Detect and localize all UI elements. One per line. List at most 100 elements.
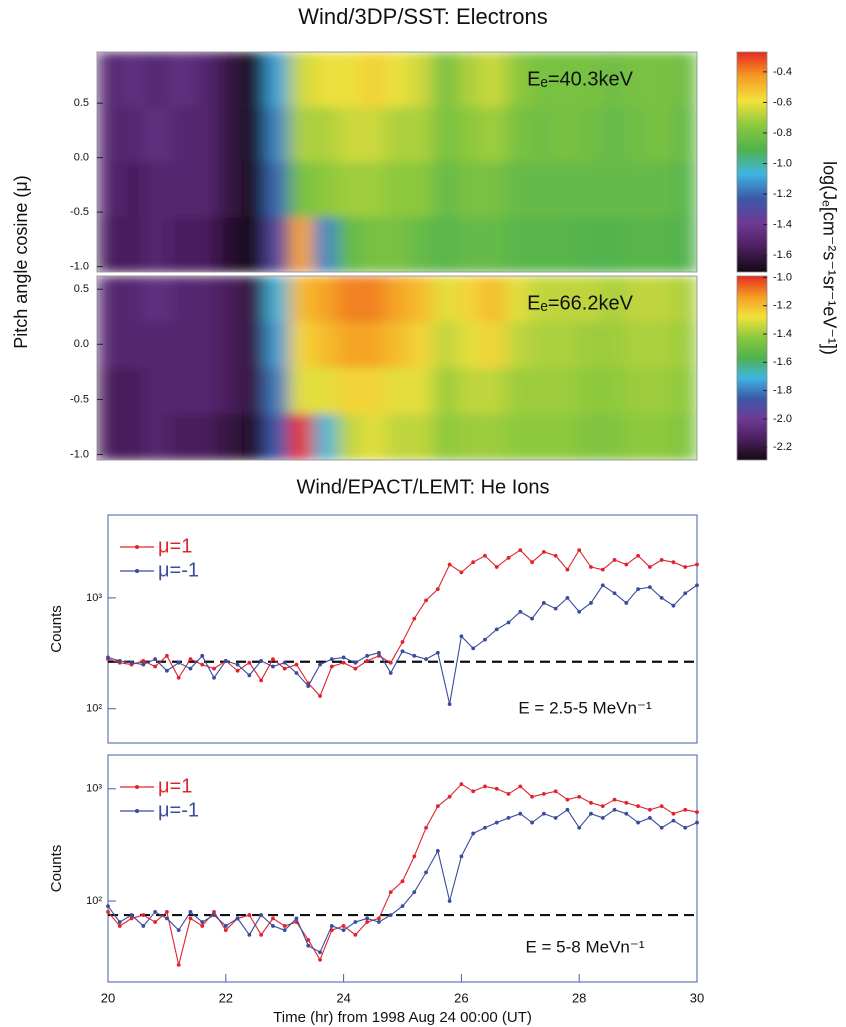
- heatmap-cell: [169, 414, 194, 460]
- data-point: [294, 662, 299, 667]
- heatmap-cell: [385, 107, 410, 163]
- data-point: [541, 550, 546, 554]
- heatmap-cell: [241, 217, 266, 272]
- heatmap-cell: [217, 368, 242, 415]
- heatmap-cell: [673, 414, 697, 460]
- data-point: [129, 916, 134, 921]
- heatmap-cell: [121, 162, 146, 218]
- heatmap-cell: [409, 276, 434, 323]
- data-point: [282, 666, 287, 671]
- data-point: [506, 816, 511, 820]
- heatmap-cell: [217, 414, 242, 460]
- heatmap-cell: [361, 368, 386, 415]
- heatmap-cell: [241, 162, 266, 218]
- heatmap-cell: [241, 368, 266, 415]
- data-point: [612, 558, 617, 562]
- colorbar-label: log(Jₑ[cm⁻²s⁻¹sr⁻¹eV⁻¹]): [819, 161, 839, 355]
- data-point: [165, 668, 169, 673]
- legend-label: μ=-1: [158, 799, 199, 821]
- data-point: [341, 655, 346, 660]
- heatmap-cell: [625, 276, 650, 323]
- heatmap-cell: [193, 322, 218, 369]
- data-point: [659, 558, 664, 562]
- x-tick-label: 28: [572, 990, 586, 1005]
- data-point: [636, 820, 640, 825]
- heatmap-cell: [121, 52, 146, 108]
- data-point: [459, 854, 464, 859]
- heatmap-cell: [553, 322, 578, 369]
- data-point: [223, 928, 228, 933]
- heatmap-cell: [529, 162, 554, 218]
- heatmap-cell: [553, 368, 578, 415]
- heatmap-cell: [121, 368, 146, 415]
- heatmap-cell: [625, 162, 650, 218]
- data-point: [530, 794, 534, 799]
- heatmap-cell: [289, 276, 314, 323]
- heatmap-cell: [193, 217, 218, 272]
- data-point: [306, 684, 311, 688]
- heatmap-cell: [673, 52, 697, 108]
- data-point: [494, 786, 499, 791]
- data-point: [683, 825, 688, 830]
- data-point: [659, 825, 664, 830]
- annotation: Eₑ=66.2keV: [527, 292, 634, 314]
- heatmap-cell: [625, 414, 650, 460]
- data-point: [117, 924, 122, 928]
- heatmap-cell: [529, 414, 554, 460]
- data-point: [282, 660, 287, 665]
- data-point: [600, 816, 605, 820]
- heatmap-cell: [313, 52, 338, 108]
- heatmap-cell: [313, 368, 338, 415]
- data-point: [659, 804, 664, 809]
- heatmap-cell: [169, 52, 194, 108]
- data-point: [494, 820, 499, 825]
- heatmap-cell: [409, 217, 434, 272]
- data-point: [294, 916, 299, 921]
- data-point: [471, 560, 476, 565]
- heatmap-cell: [337, 276, 362, 323]
- data-point: [541, 792, 546, 796]
- heatmap-cell: [145, 322, 170, 369]
- data-point: [636, 587, 640, 592]
- data-point: [412, 890, 417, 895]
- y-axis-label: Pitch angle cosine (μ): [11, 175, 31, 348]
- series-line: [107, 584, 698, 705]
- data-point: [600, 583, 605, 588]
- heatmap-cell: [97, 162, 122, 218]
- data-point: [412, 854, 417, 859]
- data-point: [106, 904, 110, 909]
- data-point: [106, 655, 110, 660]
- heatmap-cell: [241, 52, 266, 108]
- data-point: [624, 562, 629, 567]
- heatmap-cell: [457, 322, 482, 369]
- data-point: [341, 660, 346, 665]
- data-point: [271, 664, 275, 669]
- data-point: [636, 804, 640, 809]
- data-point: [365, 916, 370, 921]
- data-point: [447, 702, 452, 706]
- data-point: [553, 816, 558, 820]
- heatmap-cell: [121, 217, 146, 272]
- data-point: [471, 646, 476, 651]
- data-point: [565, 567, 570, 572]
- annotation: Eₑ=40.3keV: [527, 68, 634, 90]
- heatmap-cell: [217, 217, 242, 272]
- data-point: [106, 910, 110, 914]
- data-point: [671, 818, 676, 823]
- data-point: [259, 932, 264, 937]
- heatmap-cell: [505, 162, 530, 218]
- data-point: [353, 920, 358, 924]
- data-point: [506, 792, 511, 796]
- colorbar-tick-label: -1.4: [773, 219, 792, 231]
- data-point: [577, 609, 582, 614]
- data-point: [377, 650, 381, 655]
- legend-label: μ=1: [158, 775, 192, 797]
- heatmap-cell: [673, 217, 697, 272]
- data-point: [235, 662, 240, 667]
- data-point: [306, 938, 311, 942]
- data-point: [589, 601, 593, 605]
- colorbar-tick-label: -2.0: [773, 413, 792, 425]
- data-point: [223, 924, 228, 928]
- x-axis-label: Time (hr) from 1998 Aug 24 00:00 (UT): [273, 1009, 532, 1026]
- heatmap-cell: [505, 322, 530, 369]
